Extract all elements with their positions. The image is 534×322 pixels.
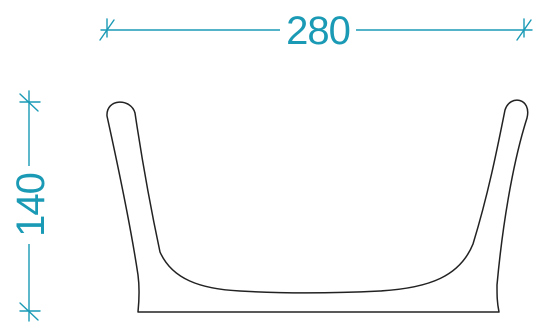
channel-profile-outline [106, 99, 529, 313]
width-tick-left [99, 19, 115, 41]
width-tick-right [516, 19, 532, 41]
width-dimension-label: 280 [286, 9, 350, 53]
height-dimension-label: 140 [9, 173, 53, 237]
height-tick-top [19, 93, 39, 112]
height-tick-bottom [19, 302, 39, 321]
width-label-mask [280, 8, 356, 48]
height-label-mask [8, 166, 50, 244]
